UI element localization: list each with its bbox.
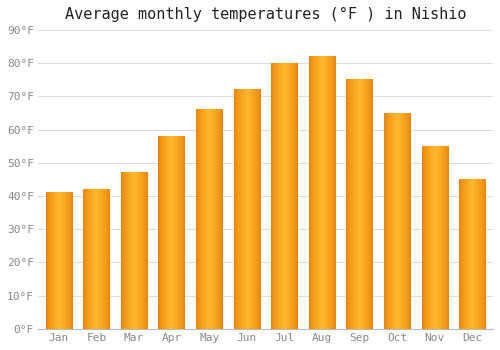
Title: Average monthly temperatures (°F ) in Nishio: Average monthly temperatures (°F ) in Ni…	[65, 7, 466, 22]
